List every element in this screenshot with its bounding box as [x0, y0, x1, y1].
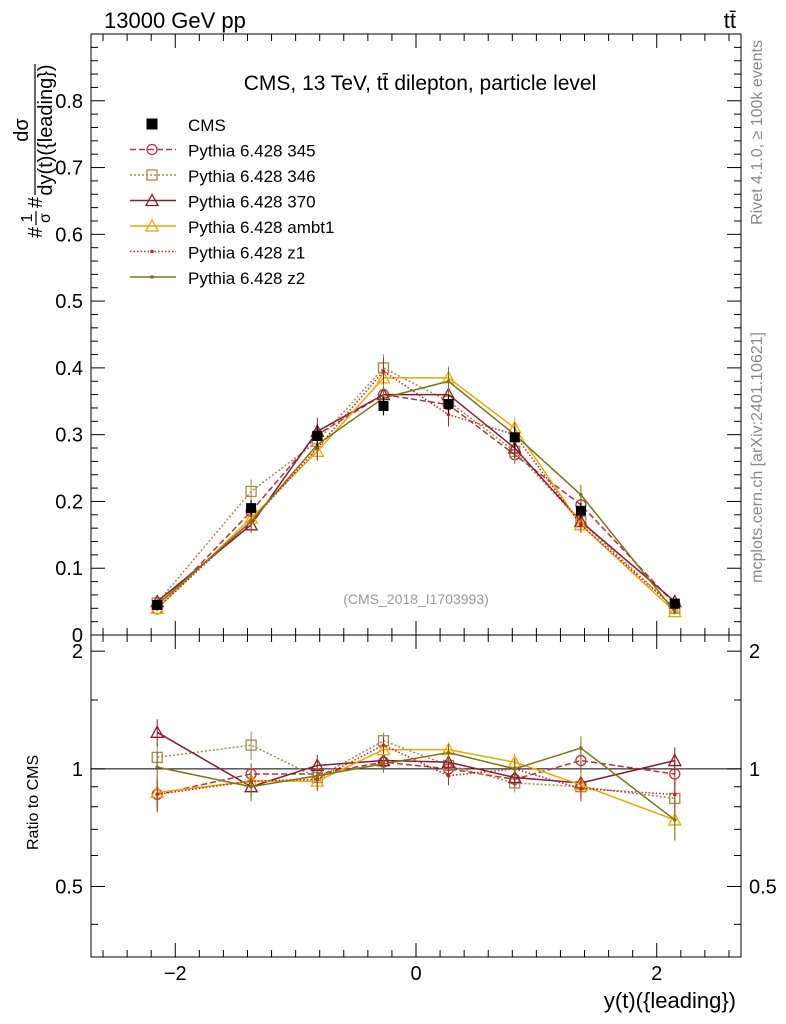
ratio-y-axis-label: Ratio to CMS — [25, 755, 42, 850]
main-y-tick-label: 0.2 — [55, 491, 83, 513]
series-point — [381, 369, 386, 374]
x-tick-label: 2 — [651, 963, 662, 985]
ratio-y-tick-label-right: 2 — [749, 641, 760, 663]
ratio-line-0 — [157, 759, 675, 796]
data-point — [378, 400, 389, 411]
main-y-tick-label: 0.1 — [55, 558, 83, 580]
series-point — [446, 379, 451, 384]
ratio-point — [315, 773, 320, 778]
series-point — [579, 492, 583, 497]
legend-marker — [146, 169, 158, 181]
analysis-watermark: (CMS_2018_I1703993) — [343, 591, 489, 607]
series-point — [579, 523, 583, 527]
ratio-point — [507, 770, 522, 784]
data-point — [575, 505, 586, 516]
series-point — [446, 412, 451, 417]
ratio-line-2 — [156, 731, 675, 788]
legend-label: Pythia 6.428 345 — [188, 142, 316, 161]
x-axis-label: y(t)({leading}) — [604, 988, 736, 1013]
legend-marker — [144, 193, 160, 207]
legend-label: Pythia 6.428 370 — [188, 193, 316, 212]
main-y-tick-label: 0.3 — [55, 425, 83, 447]
ratio-line-4 — [157, 744, 675, 796]
main-y-tick-label: 0.7 — [55, 158, 83, 180]
rivet-version-label: Rivet 4.1.0, ≥ 100k events — [749, 40, 766, 225]
ratio-y-tick-label: 2 — [72, 641, 83, 663]
series-line-5 — [156, 380, 676, 613]
ratio-plot-area — [150, 719, 682, 841]
ylabel-top: dσ — [11, 118, 33, 142]
legend-marker — [150, 249, 154, 254]
main-plot-area — [150, 354, 682, 618]
ratio-point — [245, 739, 257, 751]
x-tick-label: 0 — [410, 963, 421, 985]
mcplots-label: mcplots.cern.ch [arXiv:2401.10621] — [749, 332, 766, 583]
series-point — [667, 604, 682, 618]
legend-marker — [144, 218, 160, 232]
ratio-point — [667, 753, 682, 767]
series-line-3 — [156, 377, 676, 613]
ratio-point — [155, 765, 160, 769]
legend-label: Pythia 6.428 z1 — [188, 244, 305, 263]
data-point — [246, 503, 257, 514]
data-point — [152, 599, 163, 610]
series-point — [245, 485, 257, 498]
series-line-2 — [156, 393, 676, 603]
ratio-point — [579, 786, 583, 791]
legend-label: Pythia 6.428 z2 — [188, 269, 305, 288]
data-point — [669, 598, 680, 609]
ylabel-hash: # — [25, 226, 47, 238]
series-line-0 — [156, 393, 676, 610]
main-axes: 0 0.1 0.2 0.3 0.4 0.5 0.6 0.7 0.8 — [55, 34, 741, 957]
ratio-point — [150, 724, 165, 738]
chart-title: CMS, 13 TeV, tt̄ dilepton, particle leve… — [244, 72, 597, 95]
ratio-y-tick-label: 1 — [72, 759, 83, 781]
ratio-point — [381, 743, 386, 747]
ratio-point — [446, 773, 451, 778]
ratio-point — [672, 792, 677, 797]
series-line-1 — [156, 366, 676, 609]
series-line-4 — [156, 370, 676, 609]
series-point — [507, 440, 522, 454]
energy-label: 13000 GeV pp — [104, 8, 246, 33]
ratio-point — [579, 746, 583, 750]
series-point — [249, 519, 253, 524]
ratio-point — [446, 750, 451, 755]
main-y-axis-label: # 1 σ # dσ dy(t)({leading}) — [11, 64, 57, 238]
main-y-tick-label: 0.5 — [55, 291, 83, 313]
x-tick-label: −2 — [164, 963, 187, 985]
legend-label: Pythia 6.428 346 — [188, 167, 316, 186]
legend: CMS Pythia 6.428 345 Pythia 6.428 346 Pythi… — [130, 116, 334, 288]
ratio-point — [672, 818, 677, 822]
ratio-point — [381, 762, 386, 766]
ratio-axes: −2 0 2 0.5 0.5 1 1 2 2 — [55, 641, 777, 985]
legend-label: Pythia 6.428 ambt1 — [188, 218, 334, 237]
ratio-y-tick-label-right: 0.5 — [749, 876, 777, 898]
ratio-point — [512, 767, 517, 771]
data-point — [509, 432, 520, 443]
series-point — [672, 609, 677, 614]
data-point — [312, 431, 323, 442]
legend-label-cms: CMS — [188, 116, 226, 135]
ratio-y-tick-label-right: 1 — [749, 759, 760, 781]
main-y-tick-label: 0.4 — [55, 358, 83, 380]
main-y-tick-label: 0.8 — [55, 91, 83, 113]
legend-marker — [146, 143, 158, 156]
ylabel-lead-den: σ — [37, 213, 54, 223]
main-y-tick-label: 0 — [72, 625, 83, 647]
ylabel-hash-2: # — [25, 196, 47, 208]
ratio-line-5 — [157, 747, 676, 821]
data-point — [443, 398, 454, 409]
ratio-point — [249, 784, 253, 789]
ratio-point — [155, 792, 160, 797]
legend-marker — [150, 275, 154, 279]
ratio-point — [376, 742, 391, 756]
ylabel-bottom: dy(t)({leading}) — [35, 64, 57, 195]
ratio-y-tick-label: 0.5 — [55, 876, 83, 898]
ylabel-lead-num: 1 — [19, 213, 36, 222]
process-label: tt̄ — [724, 8, 736, 33]
legend-marker-cms — [146, 118, 158, 130]
main-y-tick-label: 0.6 — [55, 224, 83, 246]
